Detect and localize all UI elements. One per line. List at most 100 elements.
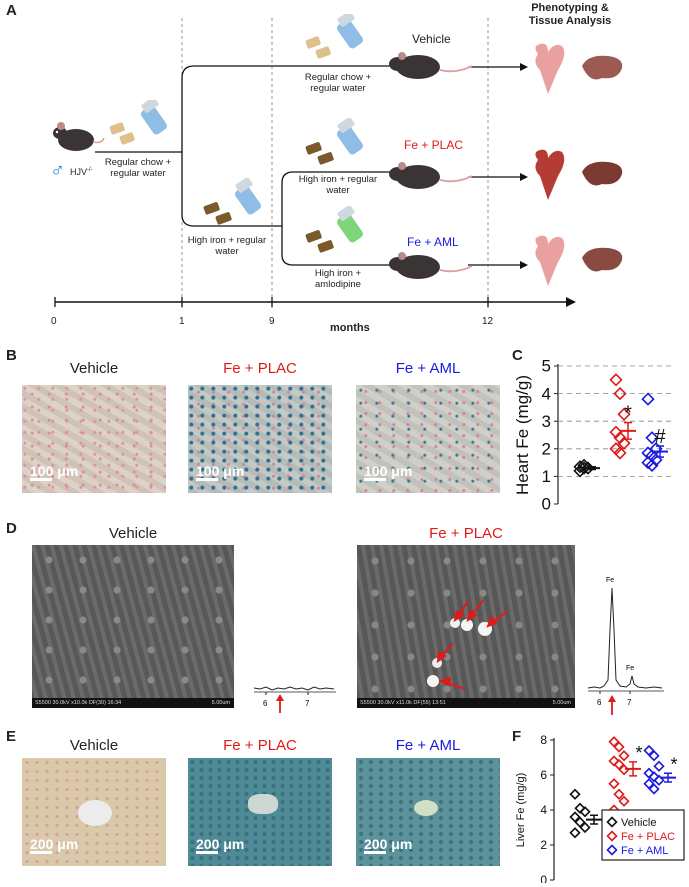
data-point [649,453,663,467]
timeline-tick-12: 12 [482,316,494,327]
y-tick-label: 6 [540,768,547,782]
scale-label-b3: 100 μm [364,463,413,479]
legend-marker [606,844,618,856]
y-tick-label: 8 [540,733,547,747]
chow-and-water-icon [109,100,168,145]
data-point [579,821,591,834]
data-point [653,774,665,786]
data-point [579,806,591,818]
panel-label-c: C [512,347,523,364]
edx-spectrum-plac: Fe Fe 6 7 [587,577,664,715]
data-point [613,758,625,771]
y-tick-label: 5 [542,357,551,376]
y-tick-label: 3 [542,412,551,431]
y-axis-label: Liver Fe (mg/g) [515,773,527,848]
data-point [569,811,581,823]
edx-peak-fe-secondary: Fe [626,665,634,672]
vehicle-mouse-icon [389,52,472,79]
panel-label-a: A [6,2,17,19]
diet-high-iron-label: High iron + regular water [187,235,267,257]
scale-label-e1: 200 μm [30,836,79,852]
sem-scale-plac: 5.00um [552,700,571,706]
sem-footer-vehicle: S5500 30.0kV x10.0k DF(30) 16:34 [35,700,122,706]
data-point [569,827,581,839]
edx-tick-7-vehicle: 7 [305,699,310,708]
mouse-icon [53,122,105,151]
data-point [648,750,660,762]
timeline-tick-1: 1 [179,316,185,327]
heart-histology-vehicle: 100 μm [22,385,166,493]
panel-d-title-plac: Fe + PLAC [429,525,503,542]
data-point [574,802,586,814]
data-point [617,436,631,450]
data-point [613,741,625,753]
data-point [648,783,660,795]
iron-chow-and-water-icon [203,178,262,225]
data-point [643,767,655,779]
group-aml-name: Fe + AML [407,235,459,249]
data-point [618,795,630,807]
panel-e-title-aml: Fe + AML [395,737,461,754]
data-point [574,816,586,828]
data-point [608,755,620,767]
y-tick-label: 4 [542,384,551,403]
panel-label-b: B [6,347,17,364]
aml-heart-liver-icon [535,235,623,286]
aml-diet-label: High iron + amlodipine [314,268,362,290]
plac-mouse-icon [389,162,472,189]
data-point [648,771,660,783]
vehicle-heart-liver-icon [535,43,623,94]
liver-histology-plac: 200 μm [188,758,332,866]
panel-b-title-plac: Fe + PLAC [223,360,297,377]
schematic-diagram [54,18,576,308]
iron-deposit-arrows [427,599,508,690]
data-point [617,407,631,421]
data-point [618,750,630,762]
significance-mark: * [670,754,677,774]
edx-tick-6-plac: 6 [597,698,602,707]
panel-b-title-vehicle: Vehicle [69,360,119,377]
liver-histology-vehicle: 200 μm [22,758,166,866]
data-point [645,431,659,445]
significance-mark: * [635,743,642,763]
data-point [577,458,591,472]
sem-image-vehicle: S5500 30.0kV x10.0k DF(30) 16:34 5.00um [32,545,234,708]
liver-fe-chart: 0 2 4 6 8 Liver Fe (mg/g) * * Vehicle Fe + PLAC Fe… [515,733,685,883]
data-point [613,446,627,460]
panel-b-title-aml: Fe + AML [395,360,461,377]
vehicle-diet-icon [305,14,364,59]
sem-footer-plac: S5500 30.0kV x11.0k DF(55) 13:51 [360,700,446,706]
panel-e-title-vehicle: Vehicle [69,737,119,754]
group-vehicle-name: Vehicle [412,32,451,46]
scale-label-b1: 100 μm [30,463,79,479]
data-point [641,392,655,406]
diet-start-label: Regular chow + regular water [104,157,172,179]
scale-label-e2: 200 μm [196,836,245,852]
y-tick-label: 2 [542,439,551,458]
significance-mark: # [654,426,666,448]
plac-diet-icon [305,118,364,165]
scale-label-b2: 100 μm [196,463,245,479]
legend-label: Vehicle [621,817,656,829]
edx-spectrum-vehicle: 6 7 [253,686,336,713]
timeline-unit: months [330,322,370,334]
legend-marker [606,830,618,842]
data-point [643,744,655,757]
panel-e-title-plac: Fe + PLAC [223,737,297,754]
data-point [613,431,627,445]
edx-tick-6-vehicle: 6 [263,699,268,708]
analysis-label: Phenotyping & Tissue Analysis [528,2,612,27]
y-axis-label: Heart Fe (mg/g) [513,375,532,495]
y-tick-label: 2 [540,838,547,852]
data-point [645,458,659,472]
aml-diet-icon [305,206,364,253]
data-point [609,373,623,387]
data-point [613,386,627,401]
edx-tick-7-plac: 7 [627,698,632,707]
heart-fe-chart: 0 1 2 3 4 5 Heart Fe (mg/g) * # [513,357,674,514]
data-point [653,760,665,772]
legend-label: Fe + AML [621,845,668,857]
panel-label-f: F [512,728,522,745]
plac-heart-liver-icon [535,149,623,200]
edx-peak-fe-main: Fe [606,577,614,584]
